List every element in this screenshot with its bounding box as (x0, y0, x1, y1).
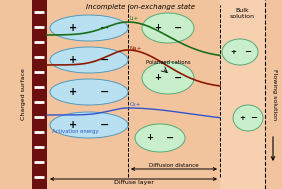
Text: Diffusion distance: Diffusion distance (149, 163, 199, 168)
Text: Diffuse layer: Diffuse layer (114, 180, 153, 185)
Bar (32, 0, 282, 189)
Text: −: − (100, 23, 110, 33)
Text: +: + (69, 55, 77, 65)
Text: −: − (174, 73, 182, 83)
Ellipse shape (50, 112, 128, 138)
Text: +: + (69, 120, 77, 130)
Text: +: + (147, 133, 153, 143)
Text: +: + (69, 23, 77, 33)
Ellipse shape (233, 105, 263, 131)
Text: Flowing solution: Flowing solution (272, 69, 277, 120)
Ellipse shape (222, 39, 258, 65)
Text: +: + (69, 87, 77, 97)
Text: Charged surface: Charged surface (21, 69, 27, 120)
Text: −: − (244, 47, 251, 57)
Ellipse shape (50, 79, 128, 105)
Text: Activation energy: Activation energy (52, 129, 98, 135)
Ellipse shape (50, 15, 128, 41)
Text: −: − (250, 114, 257, 122)
Text: +: + (230, 49, 236, 55)
Text: Polarized cations: Polarized cations (146, 60, 191, 64)
Text: +: + (154, 74, 161, 83)
Ellipse shape (142, 62, 194, 94)
Text: −: − (174, 23, 182, 33)
Bar (220, 0, 265, 189)
Text: +: + (239, 115, 245, 121)
Text: −: − (100, 55, 110, 65)
Ellipse shape (135, 124, 185, 152)
Text: +: + (154, 23, 161, 33)
Text: Incomplete ion-exchange state: Incomplete ion-exchange state (87, 4, 195, 10)
Text: −: − (100, 120, 110, 130)
Bar (32, 0, 47, 189)
Text: −: − (166, 133, 174, 143)
Ellipse shape (50, 47, 128, 73)
Ellipse shape (142, 13, 194, 43)
Text: −: − (100, 87, 110, 97)
Text: Li+: Li+ (130, 15, 139, 20)
Text: Bulk
solution: Bulk solution (230, 8, 255, 19)
Text: Cs+: Cs+ (130, 102, 141, 108)
Text: Na+: Na+ (130, 46, 142, 50)
